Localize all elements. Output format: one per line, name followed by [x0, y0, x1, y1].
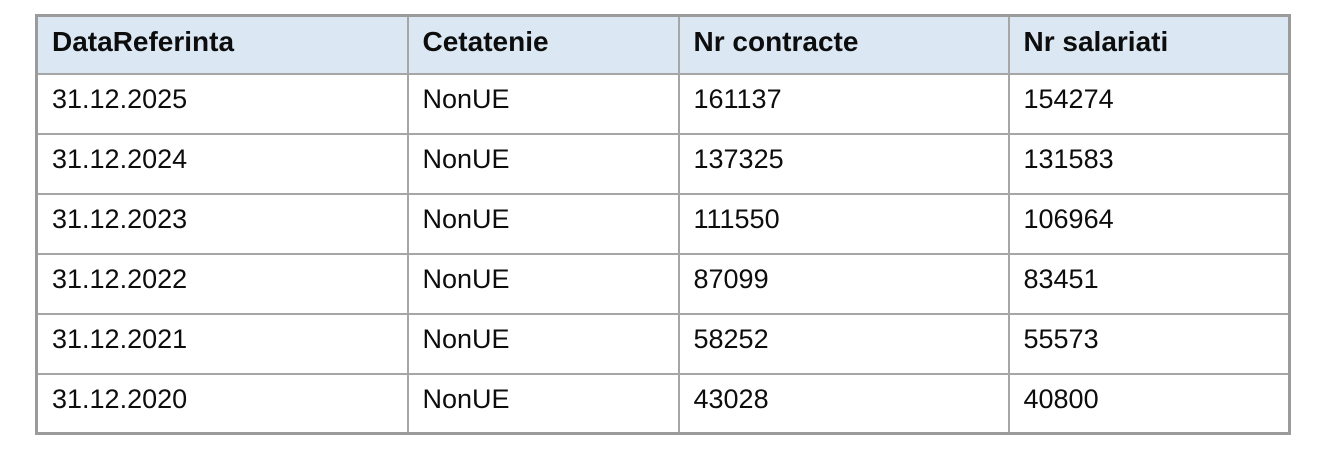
- table-row: 31.12.2025 NonUE 161137 154274: [35, 72, 1291, 135]
- statistics-table-container: DataReferinta Cetatenie Nr contracte Nr …: [35, 14, 1291, 435]
- table-row: 31.12.2022 NonUE 87099 83451: [35, 252, 1291, 315]
- column-header-nr-contracte: Nr contracte: [677, 14, 1010, 75]
- cell-nr-salariati: 106964: [1007, 192, 1291, 255]
- table-row: 31.12.2020 NonUE 43028 40800: [35, 372, 1291, 435]
- table-row: 31.12.2023 NonUE 111550 106964: [35, 192, 1291, 255]
- column-header-nr-salariati: Nr salariati: [1007, 14, 1291, 75]
- cell-cetatenie: NonUE: [406, 252, 680, 315]
- cell-nr-contracte: 137325: [677, 132, 1010, 195]
- cell-nr-contracte: 58252: [677, 312, 1010, 375]
- cell-cetatenie: NonUE: [406, 132, 680, 195]
- cell-nr-contracte: 43028: [677, 372, 1010, 435]
- cell-data-referinta: 31.12.2024: [35, 132, 409, 195]
- cell-data-referinta: 31.12.2020: [35, 372, 409, 435]
- cell-data-referinta: 31.12.2021: [35, 312, 409, 375]
- header-row: DataReferinta Cetatenie Nr contracte Nr …: [35, 14, 1291, 75]
- cell-data-referinta: 31.12.2022: [35, 252, 409, 315]
- table-row: 31.12.2021 NonUE 58252 55573: [35, 312, 1291, 375]
- cell-nr-salariati: 83451: [1007, 252, 1291, 315]
- cell-nr-salariati: 40800: [1007, 372, 1291, 435]
- cell-data-referinta: 31.12.2023: [35, 192, 409, 255]
- cell-nr-salariati: 154274: [1007, 72, 1291, 135]
- cell-cetatenie: NonUE: [406, 72, 680, 135]
- cell-nr-contracte: 161137: [677, 72, 1010, 135]
- cell-nr-contracte: 111550: [677, 192, 1010, 255]
- cell-cetatenie: NonUE: [406, 372, 680, 435]
- cell-nr-contracte: 87099: [677, 252, 1010, 315]
- column-header-data-referinta: DataReferinta: [35, 14, 409, 75]
- cell-nr-salariati: 55573: [1007, 312, 1291, 375]
- table-row: 31.12.2024 NonUE 137325 131583: [35, 132, 1291, 195]
- cell-cetatenie: NonUE: [406, 312, 680, 375]
- cell-cetatenie: NonUE: [406, 192, 680, 255]
- cell-data-referinta: 31.12.2025: [35, 72, 409, 135]
- statistics-table: DataReferinta Cetatenie Nr contracte Nr …: [35, 14, 1291, 435]
- column-header-cetatenie: Cetatenie: [406, 14, 680, 75]
- cell-nr-salariati: 131583: [1007, 132, 1291, 195]
